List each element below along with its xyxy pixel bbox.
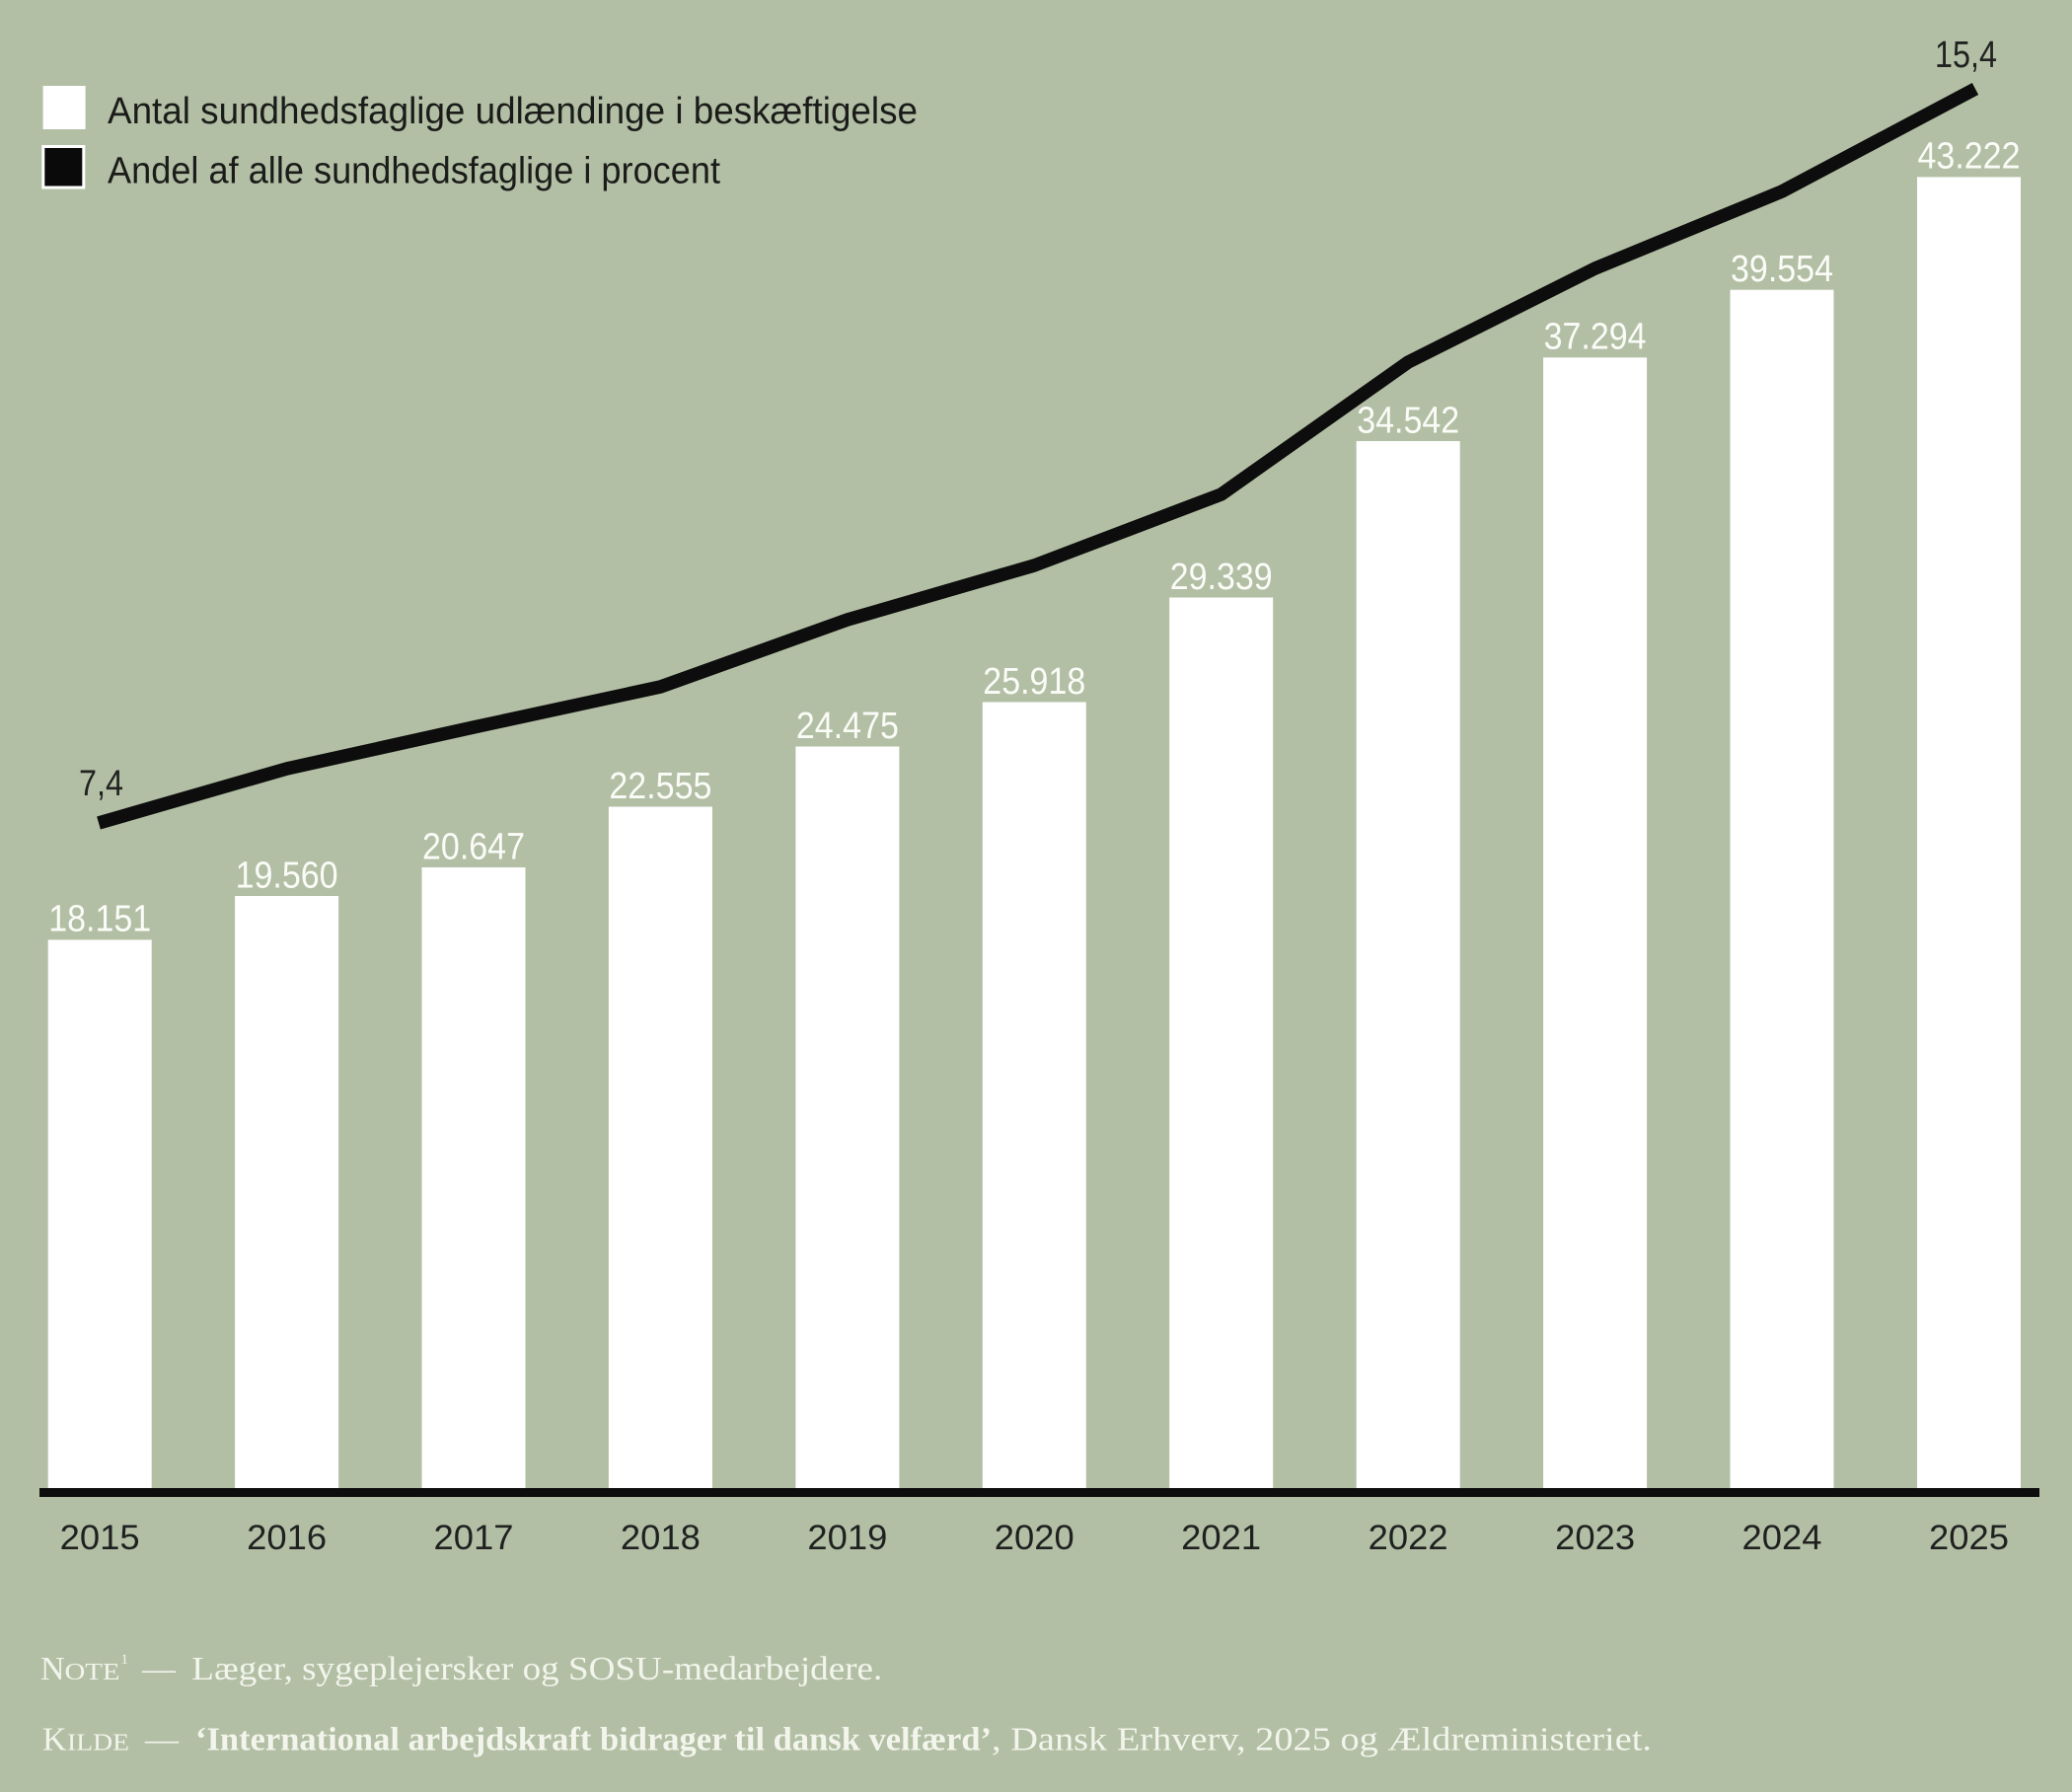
svg-text:Læger, sygeplejersker og SOSU-: Læger, sygeplejersker og SOSU-medarbejde…	[191, 1651, 882, 1687]
svg-text:K: K	[42, 1722, 67, 1758]
svg-text:2019: 2019	[807, 1519, 887, 1557]
svg-text:, Dansk Erhverv, 2025 og Ældre: , Dansk Erhverv, 2025 og Ældreministerie…	[992, 1722, 1652, 1758]
svg-text:—: —	[141, 1651, 177, 1687]
svg-text:2017: 2017	[434, 1519, 514, 1557]
svg-text:24.475: 24.475	[796, 706, 899, 747]
svg-text:2024: 2024	[1742, 1519, 1822, 1557]
svg-text:34.542: 34.542	[1357, 400, 1459, 441]
svg-text:37.294: 37.294	[1544, 317, 1647, 358]
svg-text:N: N	[40, 1651, 65, 1687]
svg-text:2020: 2020	[995, 1519, 1074, 1557]
svg-text:1: 1	[121, 1652, 129, 1668]
svg-text:Andel af alle sundhedsfaglige: Andel af alle sundhedsfaglige i procent	[108, 151, 720, 192]
svg-text:22.555: 22.555	[609, 766, 711, 807]
svg-text:OTE: OTE	[65, 1660, 120, 1685]
svg-text:ILDE: ILDE	[67, 1731, 129, 1756]
svg-text:Antal sundhedsfaglige udlændin: Antal sundhedsfaglige udlændinge i beskæ…	[108, 91, 918, 132]
svg-text:18.151: 18.151	[48, 899, 151, 940]
svg-text:43.222: 43.222	[1918, 136, 2021, 178]
svg-text:19.560: 19.560	[236, 855, 338, 896]
svg-text:7,4: 7,4	[79, 763, 123, 803]
svg-text:2025: 2025	[1929, 1519, 2009, 1557]
svg-text:2015: 2015	[60, 1519, 140, 1557]
svg-text:20.647: 20.647	[422, 826, 525, 867]
svg-text:‘International arbejdskraft bi: ‘International arbejdskraft bidrager til…	[195, 1722, 992, 1758]
svg-text:2018: 2018	[621, 1519, 701, 1557]
svg-text:2016: 2016	[247, 1519, 327, 1557]
svg-text:2022: 2022	[1369, 1519, 1448, 1557]
svg-text:29.339: 29.339	[1170, 557, 1273, 598]
svg-text:—: —	[144, 1722, 180, 1758]
svg-text:2023: 2023	[1555, 1519, 1635, 1557]
svg-text:2021: 2021	[1181, 1519, 1261, 1557]
svg-text:39.554: 39.554	[1731, 249, 1833, 290]
svg-text:15,4: 15,4	[1935, 35, 1997, 76]
svg-text:25.918: 25.918	[983, 661, 1085, 703]
